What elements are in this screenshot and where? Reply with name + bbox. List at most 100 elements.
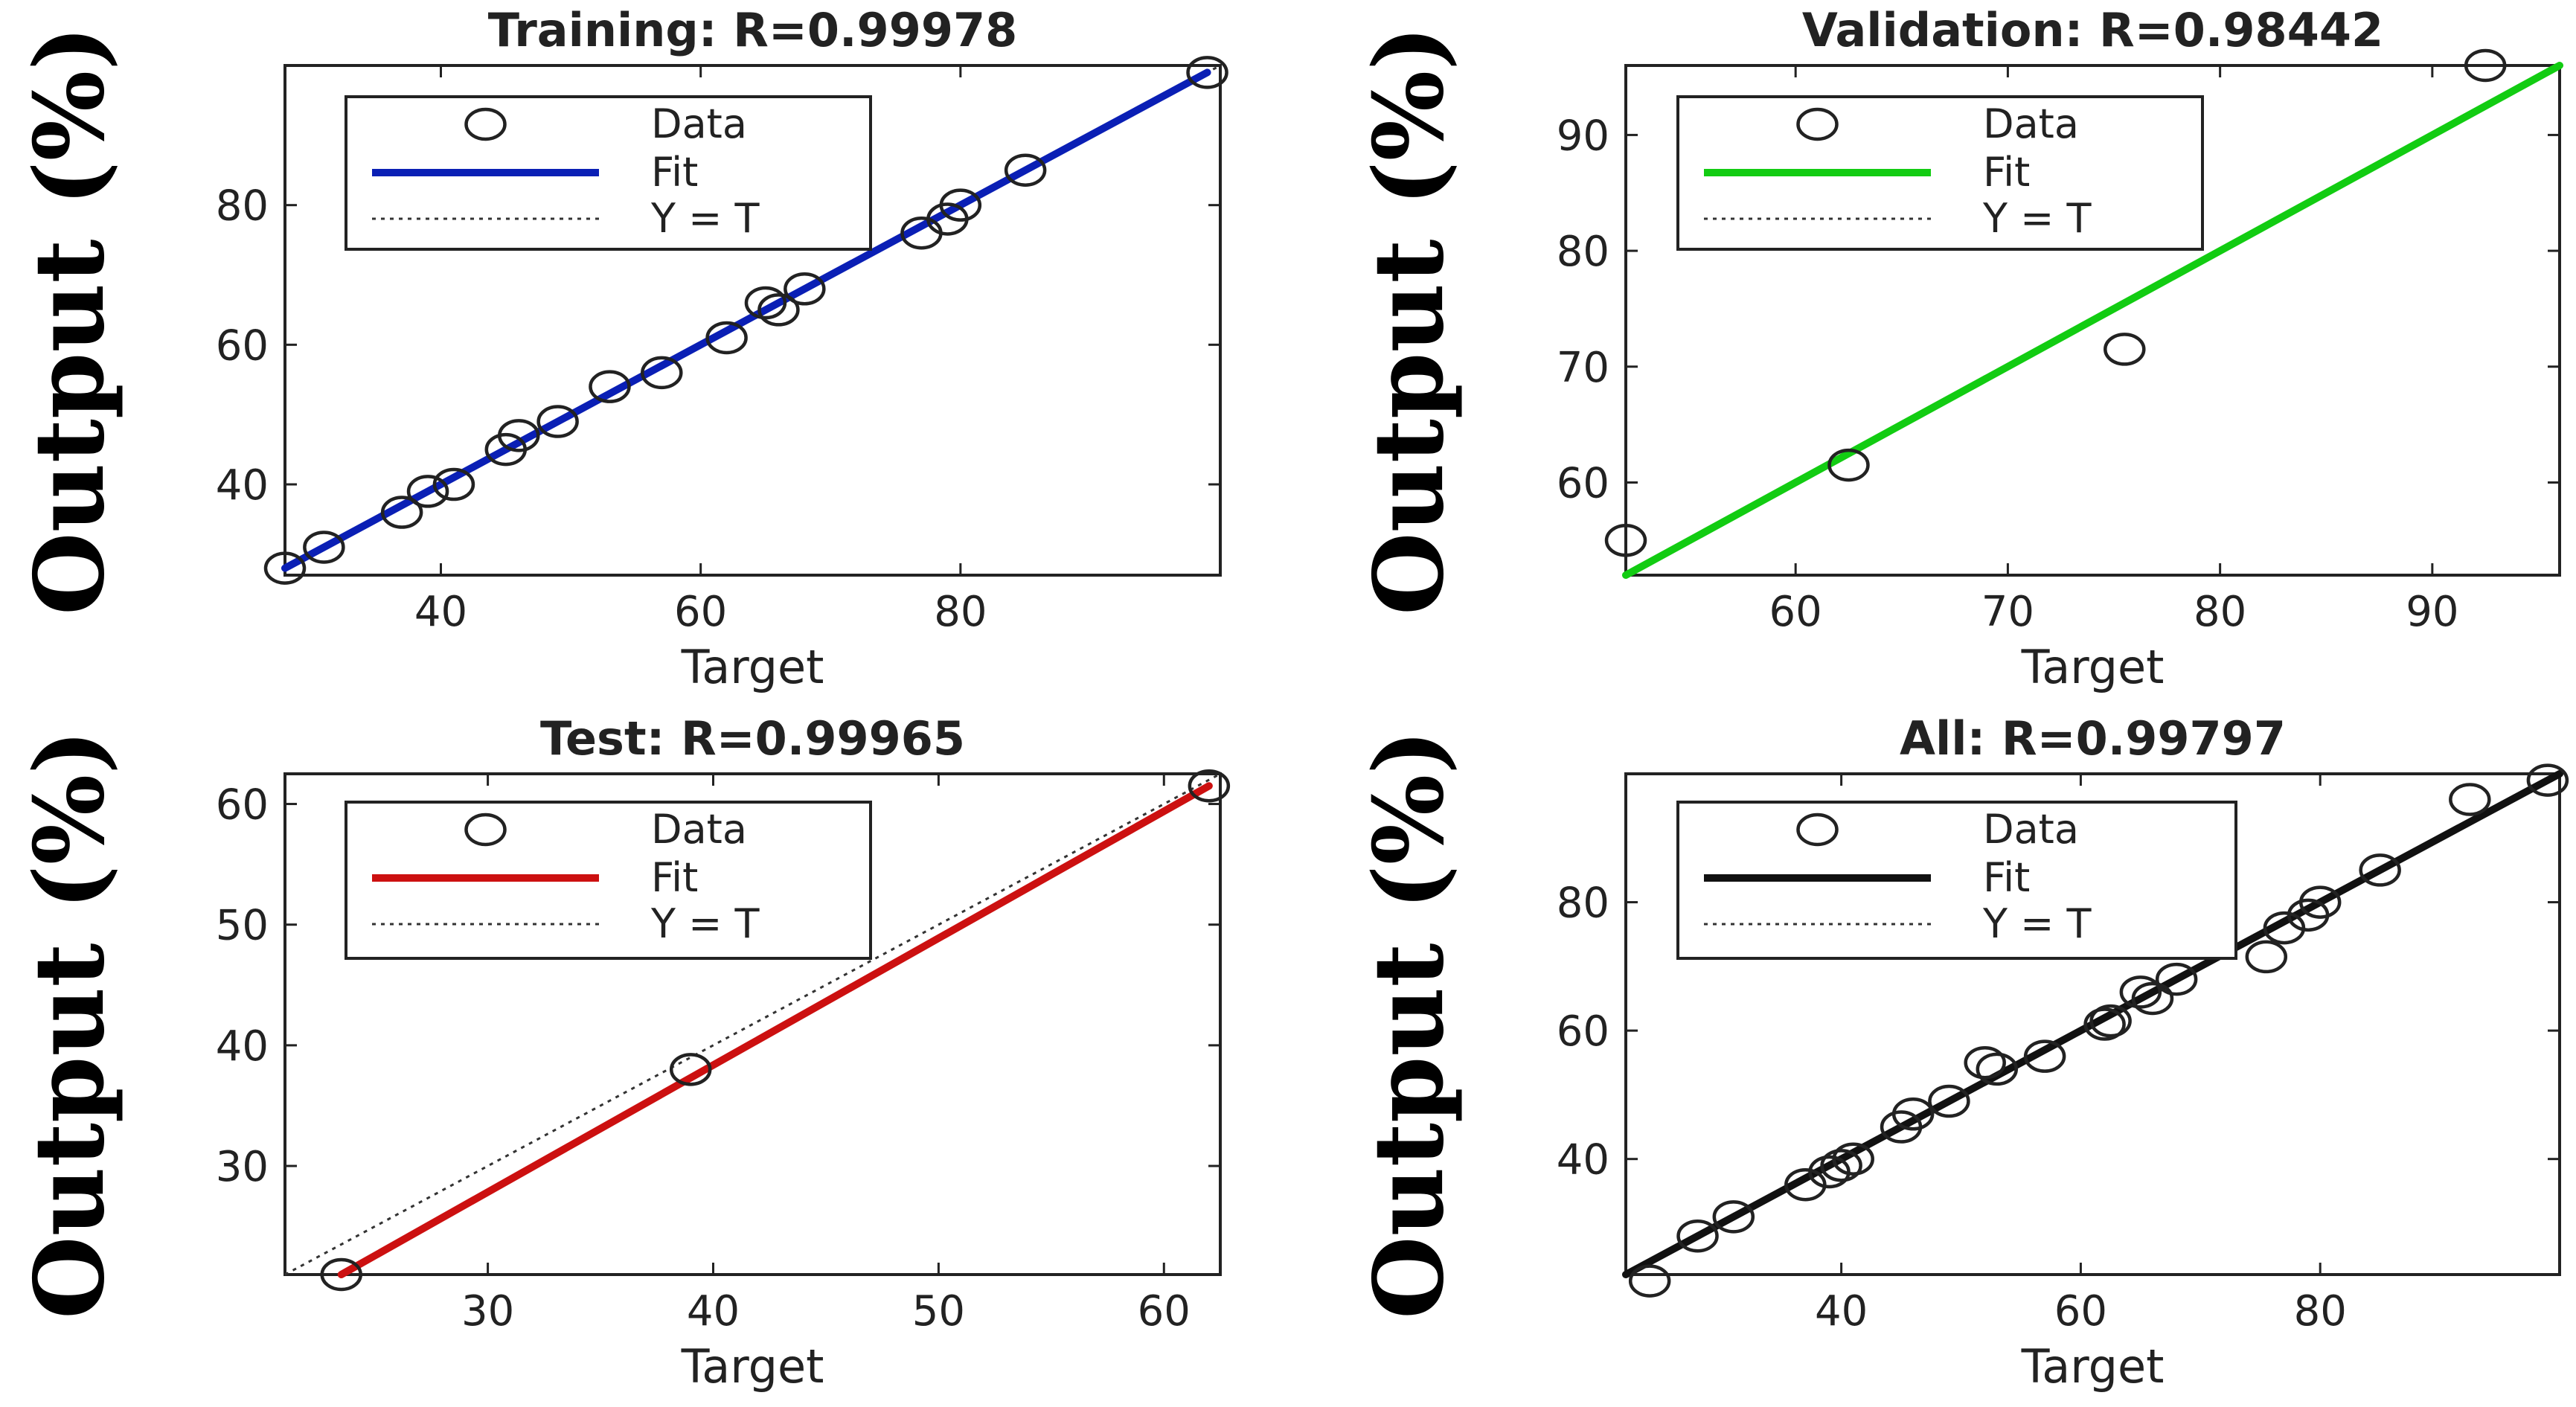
training-data-point [263, 551, 307, 585]
test-legend-fit-label: Fit [651, 854, 698, 901]
training-y-tick-label: 80 [216, 182, 269, 231]
validation-x-tick-label: 70 [1981, 588, 2034, 636]
all-data-point [2359, 853, 2401, 887]
all-legend-data-label: Data [1983, 806, 2079, 853]
all-y-tick-label: 40 [1557, 1136, 1609, 1185]
training-legend-identity-label: Y = T [650, 195, 760, 242]
training-x-tick-label: 80 [934, 588, 987, 636]
test-x-tick-label: 60 [1138, 1287, 1191, 1336]
test-title: Test: R=0.99965 [540, 711, 965, 766]
all-data-point [1628, 1264, 1671, 1298]
test-x-tick-label: 40 [687, 1287, 740, 1336]
all-data-point [2526, 763, 2569, 797]
validation-data-point [1827, 448, 1870, 482]
all-x-tick-label: 60 [2054, 1287, 2107, 1336]
test-y-axis-label: Output (%) [14, 729, 126, 1319]
all-x-tick-label: 40 [1815, 1287, 1868, 1336]
validation-y-tick-label: 70 [1557, 344, 1609, 392]
all-data-point [2023, 1039, 2066, 1073]
all-legend-data-symbol [1796, 813, 1839, 847]
training-data-point [1186, 56, 1228, 89]
training-data-point [498, 419, 540, 452]
test-data-point [1188, 769, 1231, 803]
training-data-point [641, 356, 683, 390]
all-data-point [2131, 981, 2174, 1016]
training-data-point [406, 475, 449, 508]
all-data-point [1832, 1142, 1874, 1176]
test-y-tick-label: 40 [216, 1022, 269, 1071]
test-y-tick-label: 30 [216, 1143, 269, 1191]
validation-data-point [2464, 48, 2507, 83]
all-data-point [2449, 783, 2491, 816]
all-legend-fit-label: Fit [1983, 854, 2030, 901]
all-x-axis-label: Target [2021, 1339, 2165, 1394]
test-x-axis-label: Target [681, 1339, 824, 1394]
training-data-point [536, 405, 579, 438]
all-data-point [1928, 1084, 1970, 1118]
test-identity-line [284, 772, 1221, 1276]
test-x-tick-label: 50 [912, 1287, 965, 1336]
all-data-point [2119, 975, 2162, 1009]
all-data-point [1891, 1097, 1935, 1131]
training-data-point [705, 321, 748, 355]
training-x-tick-label: 60 [674, 588, 727, 636]
all-data-point [1964, 1046, 2006, 1080]
validation-x-tick-label: 90 [2406, 588, 2458, 636]
training-data-point [589, 370, 631, 403]
test-y-tick-label: 60 [216, 781, 269, 830]
training-y-tick-label: 40 [216, 461, 269, 510]
training-data-point [744, 286, 787, 320]
validation-x-tick-label: 60 [1769, 588, 1822, 636]
test-data-point [320, 1257, 362, 1292]
validation-y-axis-label: Output (%) [1353, 25, 1465, 615]
all-data-point [1712, 1200, 1755, 1234]
all-data-point [2298, 885, 2342, 919]
all-legend-identity-label: Y = T [1982, 900, 2092, 947]
validation-title: Validation: R=0.98442 [1802, 3, 2383, 57]
training-x-tick-label: 40 [414, 588, 467, 636]
all-data-point [2245, 940, 2288, 974]
validation-y-tick-label: 80 [1557, 228, 1609, 276]
validation-legend-data-symbol [1796, 107, 1839, 141]
test-fit-line [337, 782, 1213, 1278]
training-x-axis-label: Target [681, 640, 824, 694]
all-data-point [2089, 1004, 2132, 1038]
all-x-tick-label: 80 [2294, 1287, 2347, 1336]
test-legend-data-label: Data [651, 806, 747, 853]
test-legend-data-symbol [464, 813, 507, 847]
training-data-point [757, 293, 800, 327]
training-data-point [380, 496, 423, 529]
validation-data-point [2104, 333, 2146, 366]
test-legend-identity-label: Y = T [650, 900, 760, 947]
training-data-point [784, 272, 826, 306]
training-legend-data-symbol [464, 107, 507, 141]
training-data-point [939, 188, 982, 222]
validation-panel: Validation: R=0.98442 60 70 80 90 60 70 80 90 Tar… [1353, 3, 2563, 694]
all-panel: All: R=0.99797 40 60 80 40 60 80 Target Output (… [1353, 711, 2569, 1394]
validation-x-axis-label: Target [2021, 640, 2165, 694]
training-panel: Training: R=0.99978 40 60 80 40 60 80 Target Out… [14, 3, 1228, 694]
validation-legend-data-label: Data [1983, 100, 2079, 147]
validation-y-tick-label: 90 [1557, 112, 1609, 160]
validation-x-tick-label: 80 [2194, 588, 2246, 636]
training-legend-data-label: Data [651, 100, 747, 147]
test-data-point [669, 1053, 712, 1086]
validation-fit-line [1622, 62, 2563, 579]
all-y-tick-label: 60 [1557, 1007, 1609, 1056]
all-data-point [2155, 962, 2198, 996]
training-legend-fit-label: Fit [651, 149, 698, 196]
all-data-point [2083, 1007, 2126, 1041]
test-y-tick-label: 50 [216, 902, 269, 950]
all-data-point [1676, 1219, 1719, 1253]
test-x-tick-label: 30 [461, 1287, 514, 1336]
all-data-point [1820, 1149, 1862, 1182]
validation-y-tick-label: 60 [1557, 459, 1609, 507]
all-y-axis-label: Output (%) [1353, 729, 1465, 1319]
training-data-point [303, 531, 345, 564]
training-data-point [432, 467, 475, 501]
validation-legend-identity-label: Y = T [1982, 195, 2092, 242]
